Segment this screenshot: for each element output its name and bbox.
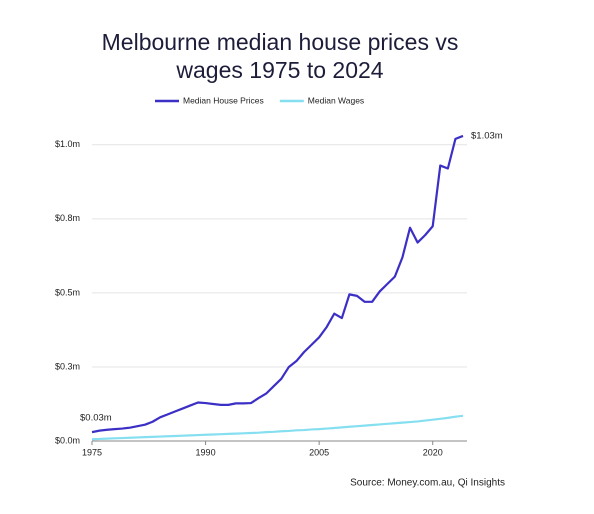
source: Source: Money.com.au, Qi Insights <box>350 478 505 489</box>
x-tick-label: 1975 <box>82 447 102 457</box>
legend-label: Median Wages <box>308 95 364 105</box>
line-series <box>91 414 464 441</box>
y-tick-label: $0.5m <box>55 287 80 297</box>
y-tick-label: $0.8m <box>55 213 80 223</box>
line-series <box>91 134 464 434</box>
chart-title: Melbourne median house prices vs wages 1… <box>101 29 459 83</box>
y-tick-label: $1.0m <box>55 139 80 149</box>
y-tick-label: $0.3m <box>55 361 80 371</box>
x-tick-label: 2020 <box>423 447 443 457</box>
legend-label: Median House Prices <box>183 95 264 105</box>
data-label: $1.03m <box>471 130 503 141</box>
data-label: $0.03m <box>80 413 112 424</box>
x-tick-label: 1990 <box>196 447 216 457</box>
x-tick-label: 2005 <box>309 447 329 457</box>
y-tick-label: $0.0m <box>55 435 80 445</box>
